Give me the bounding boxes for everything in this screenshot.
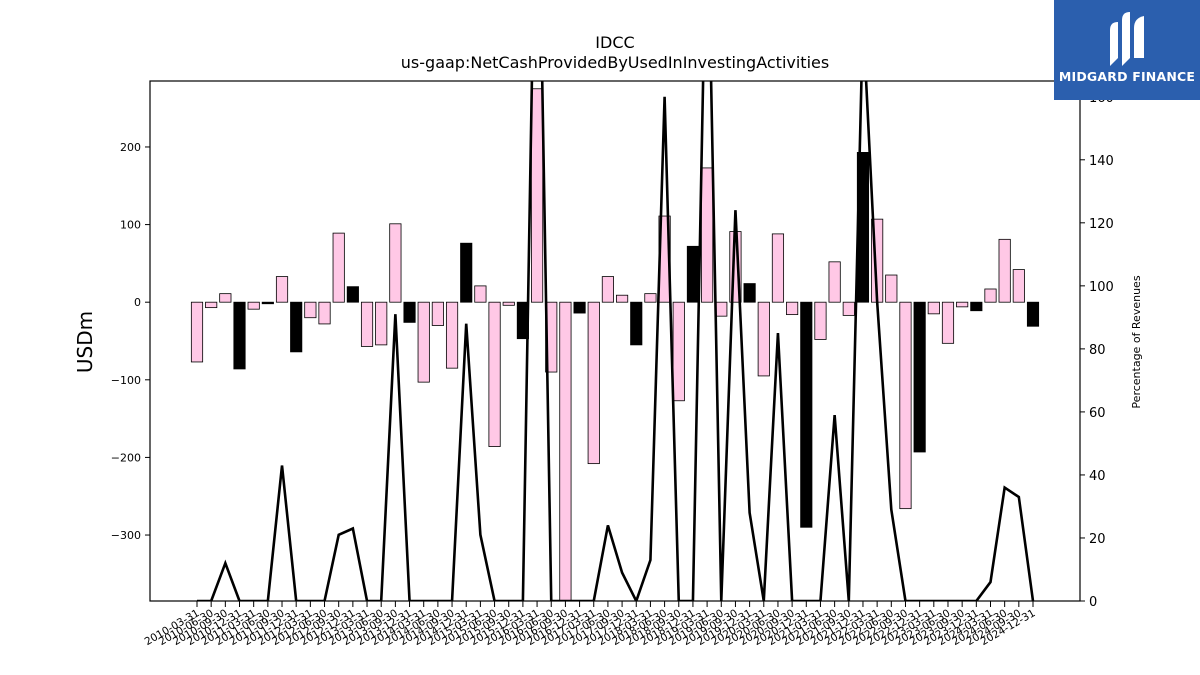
bar	[261, 301, 274, 305]
bar	[502, 301, 515, 306]
bar	[205, 301, 218, 309]
y2-tick-label: 120	[1089, 217, 1114, 232]
bar	[573, 301, 586, 314]
bar	[531, 88, 544, 303]
bar	[686, 245, 699, 303]
bar	[630, 301, 643, 346]
y2-tick-label: 20	[1089, 532, 1106, 547]
bar	[587, 301, 600, 465]
bar	[743, 283, 756, 303]
bar	[417, 301, 430, 383]
bar	[984, 288, 997, 303]
bar	[389, 223, 402, 303]
bar	[488, 301, 501, 447]
y2-tick-label: 0	[1089, 595, 1097, 610]
midgard-logo-icon	[1110, 12, 1144, 66]
bar	[899, 301, 912, 510]
y-tick-label: −200	[111, 451, 141, 464]
bar	[644, 293, 657, 303]
bar	[559, 301, 572, 601]
y-axis-label: USDm	[73, 311, 97, 373]
bar	[998, 238, 1011, 303]
bar	[375, 301, 388, 346]
bar	[247, 301, 260, 310]
bar	[927, 301, 940, 315]
revenue-percentage-line	[197, 81, 1035, 601]
bar	[842, 301, 855, 316]
bar	[786, 301, 799, 316]
bar	[828, 261, 841, 303]
bar	[1012, 269, 1025, 303]
bar	[941, 301, 955, 344]
bar	[757, 301, 770, 377]
midgard-logo: MIDGARD FINANCE	[1054, 0, 1200, 100]
bar	[290, 301, 303, 353]
bar	[814, 301, 827, 340]
bar	[275, 276, 289, 303]
bar	[601, 276, 614, 303]
bar	[403, 301, 416, 323]
bar	[970, 301, 983, 312]
y-tick-label: 200	[120, 141, 141, 154]
bar	[1026, 301, 1040, 327]
bar	[885, 274, 898, 303]
logo-text: MIDGARD FINANCE	[1058, 69, 1196, 84]
bar	[715, 301, 728, 317]
y2-axis-label: Percentage of Revenues	[1130, 275, 1143, 408]
bar	[346, 286, 359, 303]
y2-tick-label: 100	[1089, 280, 1114, 295]
bar	[318, 301, 331, 325]
bar	[771, 233, 785, 303]
y2-tick-label: 60	[1089, 406, 1106, 421]
bar	[474, 285, 487, 303]
y-tick-label: 100	[120, 219, 141, 232]
y2-tick-label: 80	[1089, 343, 1106, 358]
y2-tick-label: 140	[1089, 154, 1114, 169]
y-tick-label: 0	[134, 296, 141, 309]
y-tick-label: −100	[111, 374, 141, 387]
bar	[445, 301, 459, 369]
bar	[956, 301, 969, 308]
chart-subtitle: us-gaap:NetCashProvidedByUsedInInvesting…	[401, 53, 829, 72]
bar	[233, 301, 246, 370]
plot-frame	[149, 80, 1081, 602]
bar	[616, 294, 629, 303]
chart-title: IDCC	[595, 33, 634, 52]
bar	[460, 242, 473, 303]
bar	[701, 167, 714, 303]
y2-tick-label: 40	[1089, 469, 1106, 484]
bar	[800, 301, 813, 528]
bar	[304, 301, 317, 319]
bar	[431, 301, 444, 326]
bar	[190, 301, 204, 363]
y-tick-label: −300	[111, 529, 141, 542]
bar	[913, 301, 926, 453]
bar	[219, 293, 232, 303]
bar	[360, 301, 374, 347]
bar	[672, 301, 685, 402]
bar	[332, 232, 345, 303]
